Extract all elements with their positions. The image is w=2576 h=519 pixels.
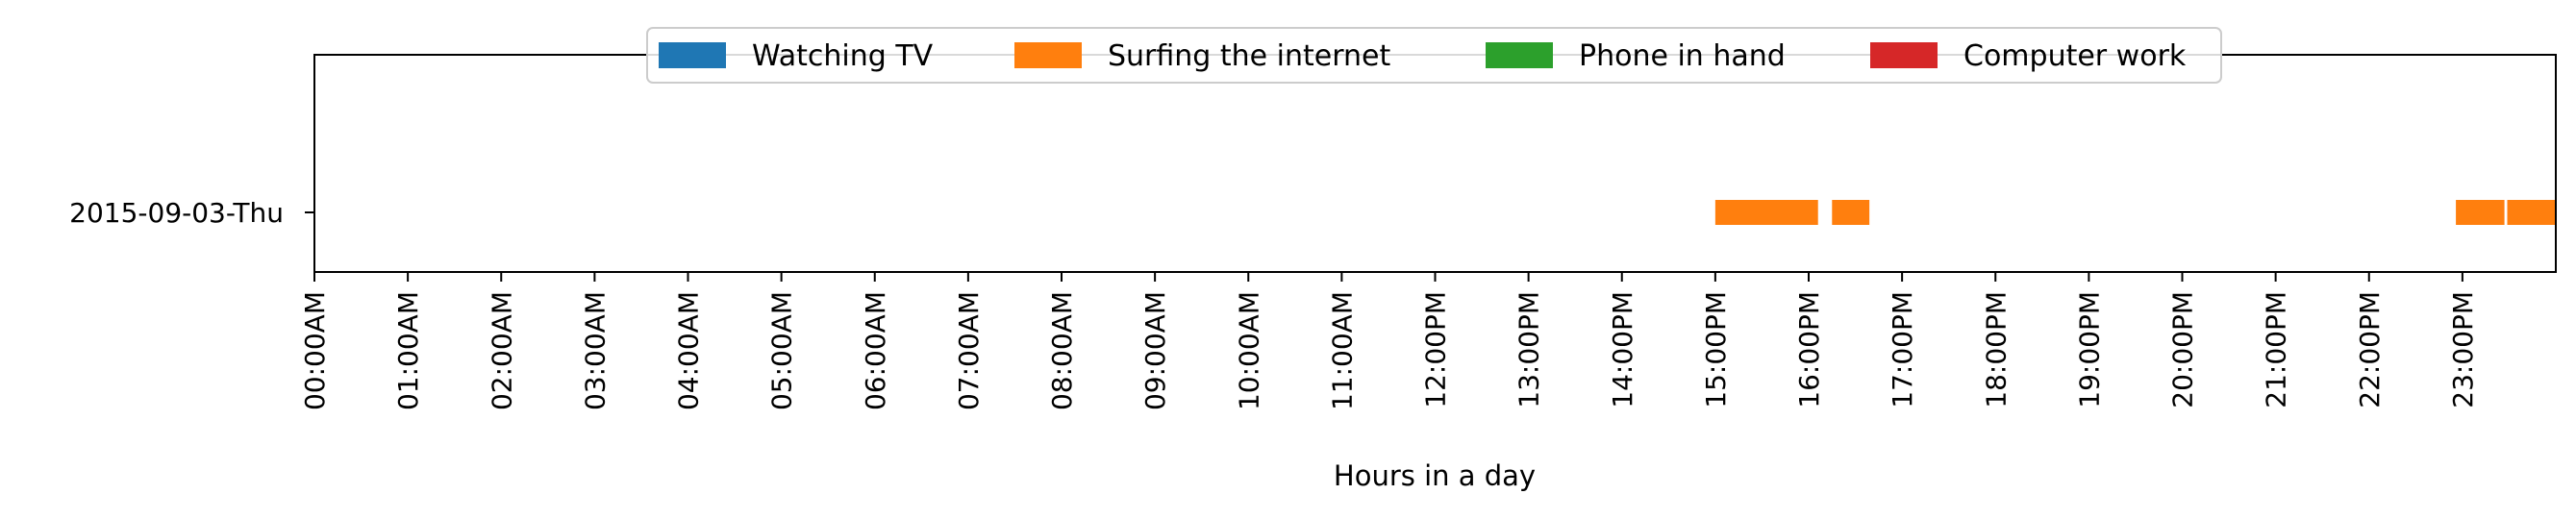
x-tick-label: 01:00AM bbox=[392, 291, 424, 410]
x-tick-label: 00:00AM bbox=[299, 291, 331, 410]
x-tick-label: 21:00PM bbox=[2261, 291, 2292, 408]
x-tick-label: 17:00PM bbox=[1887, 291, 1918, 408]
legend-label: Phone in hand bbox=[1579, 39, 1786, 73]
x-tick-label: 23:00PM bbox=[2447, 291, 2479, 408]
x-tick-label: 04:00AM bbox=[673, 291, 705, 410]
legend-swatch bbox=[1486, 42, 1553, 68]
x-tick-label: 14:00PM bbox=[1607, 291, 1638, 408]
legend: Watching TV Surfing the internet Phone in … bbox=[646, 27, 2222, 84]
x-axis-label: Hours in a day bbox=[1334, 459, 1536, 492]
x-tick-label: 15:00PM bbox=[1700, 291, 1732, 408]
bars-layer bbox=[1714, 200, 2556, 225]
x-tick-label: 07:00AM bbox=[953, 291, 985, 410]
x-tick-label: 03:00AM bbox=[579, 291, 611, 410]
x-tick-label: 08:00AM bbox=[1046, 291, 1078, 410]
x-tick-label: 09:00AM bbox=[1139, 291, 1171, 410]
x-tick-label: 22:00PM bbox=[2354, 291, 2386, 408]
legend-swatch bbox=[659, 42, 726, 68]
x-tick-label: 06:00AM bbox=[860, 291, 891, 410]
y-tick-label: 2015-09-03-Thu bbox=[69, 197, 284, 229]
bar-surfing-the-internet-2 bbox=[2456, 200, 2505, 225]
x-tick-label: 18:00PM bbox=[1980, 291, 2012, 408]
legend-box bbox=[646, 27, 2222, 84]
legend-label: Surfing the internet bbox=[1108, 39, 1390, 73]
x-tick-label: 19:00PM bbox=[2073, 291, 2105, 408]
bar-surfing-the-internet-1 bbox=[1832, 200, 1870, 225]
x-tick-label: 02:00AM bbox=[486, 291, 517, 410]
x-tick-label: 16:00PM bbox=[1793, 291, 1825, 408]
x-tick-label: 10:00AM bbox=[1233, 291, 1264, 410]
x-tick-label: 13:00PM bbox=[1513, 291, 1545, 408]
plot-area bbox=[314, 55, 2556, 272]
y-axis: 2015-09-03-Thu bbox=[69, 197, 314, 229]
bar-surfing-the-internet-3 bbox=[2507, 200, 2556, 225]
x-tick-label: 05:00AM bbox=[766, 291, 798, 410]
bar-surfing-the-internet-0 bbox=[1714, 200, 1818, 225]
legend-label: Computer work bbox=[1963, 39, 2187, 73]
x-axis: 00:00AM 01:00AM 02:00AM 03:00AM 04:00AM 05:00… bbox=[299, 272, 2479, 410]
legend-label: Watching TV bbox=[752, 39, 934, 73]
legend-swatch bbox=[1014, 42, 1082, 68]
x-tick-label: 20:00PM bbox=[2167, 291, 2199, 408]
x-tick-label: 11:00AM bbox=[1326, 291, 1358, 410]
legend-swatch bbox=[1870, 42, 1938, 68]
x-tick-label: 12:00PM bbox=[1420, 291, 1452, 408]
